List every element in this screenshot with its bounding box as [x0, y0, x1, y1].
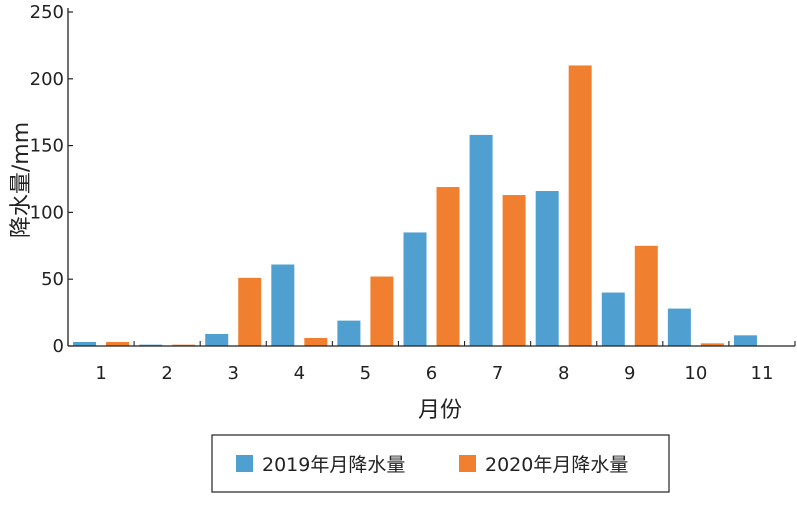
x-axis: 1 2 3 4 5 6 7 8 9 10 11 — [67, 341, 796, 384]
y-tick-label: 200 — [30, 69, 64, 90]
bar-2020-2 — [172, 344, 196, 346]
bar-2019-5 — [337, 320, 361, 346]
y-axis-title: 降水量/mm — [9, 122, 34, 238]
y-axis: 0 50 100 150 200 250 — [30, 2, 73, 357]
x-tick-label: 6 — [426, 363, 437, 384]
x-tick-label: 9 — [624, 363, 635, 384]
legend-label-2019: 2019年月降水量 — [262, 454, 405, 476]
bar-2020-3 — [238, 277, 262, 346]
bar-2019-7 — [469, 134, 493, 346]
x-tick-label: 8 — [558, 363, 569, 384]
y-tick-label: 100 — [30, 202, 64, 223]
x-tick-label: 5 — [360, 363, 371, 384]
bar-2020-8 — [568, 65, 592, 346]
x-tick-label: 10 — [684, 363, 707, 384]
plot-area — [73, 65, 757, 346]
x-tick-label: 2 — [161, 363, 172, 384]
x-axis-title: 月份 — [418, 398, 462, 423]
bar-2020-4 — [304, 337, 328, 346]
bar-2019-9 — [601, 292, 625, 346]
x-tick-label: 7 — [492, 363, 503, 384]
x-tick-label: 3 — [228, 363, 239, 384]
bar-2020-10 — [700, 343, 724, 346]
y-tick-label: 150 — [30, 136, 64, 157]
legend-swatch-2019 — [236, 455, 253, 472]
bar-2019-8 — [535, 191, 559, 346]
bar-2020-1 — [106, 341, 130, 346]
legend: 2019年月降水量 2020年月降水量 — [211, 434, 670, 493]
y-tick-label: 250 — [30, 2, 64, 23]
y-tick-label: 50 — [41, 269, 64, 290]
bar-2019-10 — [667, 308, 691, 346]
legend-swatch-2020 — [459, 455, 476, 472]
bar-2020-6 — [436, 187, 460, 346]
bar-2019-1 — [73, 341, 97, 346]
x-tick-label: 1 — [95, 363, 106, 384]
bar-2020-5 — [370, 276, 394, 346]
y-tick-label: 0 — [53, 336, 64, 357]
bar-2020-7 — [502, 195, 526, 346]
x-tick-label: 4 — [294, 363, 305, 384]
bar-2020-9 — [634, 245, 658, 346]
bar-2019-11 — [733, 335, 757, 346]
legend-box — [211, 434, 670, 493]
bar-2019-3 — [205, 333, 229, 346]
bar-2019-4 — [271, 264, 295, 346]
legend-label-2020: 2020年月降水量 — [485, 454, 628, 476]
bar-2019-2 — [139, 344, 163, 346]
bar-2019-6 — [403, 232, 427, 346]
x-tick-label: 11 — [751, 363, 774, 384]
